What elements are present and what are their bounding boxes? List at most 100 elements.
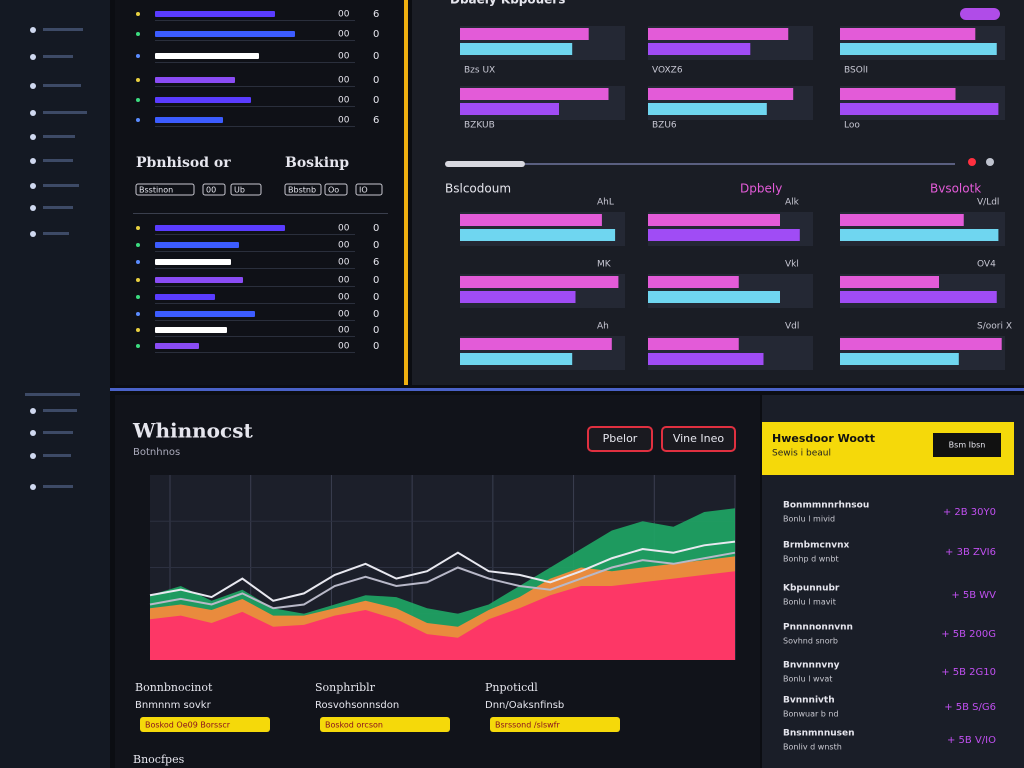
- item-title: Pnnnnonnvnn: [783, 623, 853, 633]
- row-flag: 0: [373, 223, 379, 234]
- nav-dot[interactable]: [30, 110, 36, 116]
- nav-dot[interactable]: [30, 205, 36, 211]
- nav-dot[interactable]: [30, 134, 36, 140]
- nav-bar[interactable]: [43, 485, 73, 488]
- card-label: BZU6: [652, 121, 677, 131]
- bar: [840, 88, 956, 100]
- footer-heading: Bnocfpes: [133, 753, 185, 766]
- card-label: Vkl: [785, 260, 799, 270]
- nav-dot[interactable]: [30, 183, 36, 189]
- card-label: Ah: [597, 322, 609, 332]
- row-value: 00: [338, 342, 350, 352]
- button[interactable]: [933, 433, 1001, 457]
- item-subtitle: Bonhp d wnbt: [783, 555, 839, 564]
- row-flag: 0: [373, 275, 379, 286]
- bars-panel: [412, 0, 1024, 385]
- row-bar: [155, 97, 251, 103]
- row-flag: 0: [373, 95, 379, 106]
- row-value: 00: [338, 76, 350, 86]
- row-track: [155, 352, 355, 353]
- nav-bar[interactable]: [43, 28, 83, 31]
- nav-bar[interactable]: [43, 454, 71, 457]
- nav-dot[interactable]: [30, 54, 36, 60]
- item-title: Bonmmnnrhnsou: [783, 501, 869, 511]
- bar: [840, 103, 999, 115]
- bar: [840, 214, 964, 226]
- nav-bar[interactable]: [43, 431, 73, 434]
- tag[interactable]: [284, 183, 322, 196]
- nav-bar[interactable]: [43, 232, 69, 235]
- row-bar: [155, 225, 285, 231]
- row-track: [155, 86, 355, 87]
- tag-label: Bsstinon: [139, 186, 173, 195]
- bar: [648, 214, 780, 226]
- section-label: Bvsolotk: [930, 182, 981, 196]
- row-flag: 0: [373, 29, 379, 40]
- card-label: BSOlI: [844, 66, 868, 76]
- card-label: V/Ldl: [977, 198, 999, 208]
- row-flag: 0: [373, 309, 379, 320]
- tag[interactable]: [490, 717, 620, 732]
- nav-bar[interactable]: [43, 135, 75, 138]
- nav-bar[interactable]: [43, 409, 77, 412]
- row-dot: [136, 328, 140, 332]
- nav-bar[interactable]: [43, 111, 87, 114]
- item-value: + 3B ZVI6: [945, 547, 996, 558]
- tag[interactable]: [324, 183, 348, 196]
- row-flag: 0: [373, 292, 379, 303]
- row-dot: [136, 312, 140, 316]
- side-title: Hwesdoor Woott: [772, 432, 875, 445]
- nav-dot[interactable]: [30, 27, 36, 33]
- tag[interactable]: [320, 717, 450, 732]
- item-title: Bnsnmnnusen: [783, 729, 855, 739]
- column-title: Pnpoticdl: [485, 681, 538, 694]
- nav-dot[interactable]: [30, 453, 36, 459]
- slider-track[interactable]: [525, 163, 955, 165]
- nav-dot[interactable]: [30, 158, 36, 164]
- item-value: + 2B 30Y0: [943, 507, 996, 518]
- row-track: [155, 303, 355, 304]
- section-label: Dpbely: [740, 182, 782, 196]
- tag[interactable]: [135, 183, 195, 196]
- accent-line: [404, 0, 408, 385]
- item-title: Bvnnnivth: [783, 696, 835, 706]
- bar: [648, 291, 780, 303]
- slider-handle[interactable]: [445, 161, 525, 167]
- tag[interactable]: [355, 183, 383, 196]
- nav-dot[interactable]: [30, 408, 36, 414]
- tag-label: Bbstnb: [288, 186, 316, 195]
- tag[interactable]: [230, 183, 262, 196]
- bar: [648, 43, 751, 55]
- nav-dot[interactable]: [30, 231, 36, 237]
- bar: [840, 43, 997, 55]
- nav-bar[interactable]: [43, 206, 73, 209]
- row-flag: 0: [373, 75, 379, 86]
- tag-label: Bsrssond /slswfr: [495, 721, 560, 730]
- nav-dot[interactable]: [30, 83, 36, 89]
- row-value: 00: [338, 276, 350, 286]
- nav-bar[interactable]: [43, 55, 73, 58]
- button[interactable]: [661, 426, 736, 452]
- nav-bar[interactable]: [43, 84, 81, 87]
- nav-dot[interactable]: [30, 484, 36, 490]
- bar: [648, 28, 789, 40]
- row-bar: [155, 327, 227, 333]
- row-bar: [155, 343, 199, 349]
- nav-bar[interactable]: [43, 159, 73, 162]
- button[interactable]: [587, 426, 653, 452]
- line: [149, 540, 736, 602]
- tag[interactable]: [140, 717, 270, 732]
- card-label: VOXZ6: [652, 66, 683, 76]
- nav-dot[interactable]: [30, 430, 36, 436]
- bar: [840, 353, 959, 365]
- row-flag: 6: [373, 9, 379, 20]
- side-subtitle: Sewis i beaul: [772, 449, 831, 459]
- bar: [648, 103, 767, 115]
- bar: [648, 276, 739, 288]
- tag[interactable]: [202, 183, 226, 196]
- nav-bar[interactable]: [43, 184, 79, 187]
- tag-label: Boskod Oe09 Borsscr: [145, 721, 231, 730]
- row-dot: [136, 295, 140, 299]
- bar: [460, 88, 609, 100]
